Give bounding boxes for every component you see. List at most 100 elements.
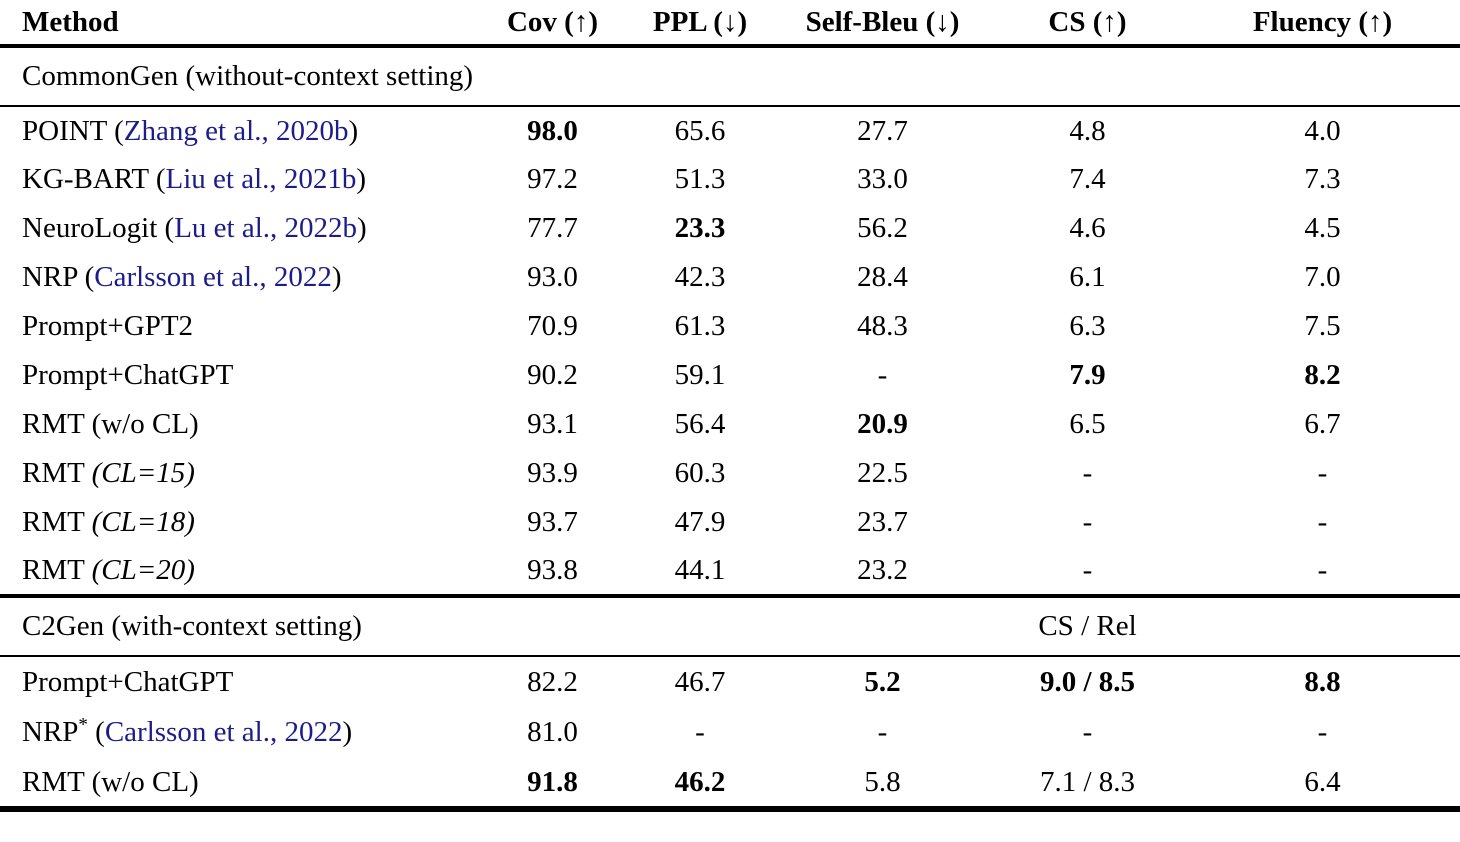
method-cell: Prompt+ChatGPT <box>0 351 480 400</box>
method-text: ) <box>356 163 367 195</box>
method-text: RMT <box>22 554 92 586</box>
value-cell: 27.7 <box>857 114 908 147</box>
method-text: (CL=15) <box>91 457 195 489</box>
value-cell: 90.2 <box>527 359 578 391</box>
value-cell: - <box>1082 506 1093 538</box>
value-cell: 59.1 <box>674 359 726 391</box>
citation-link[interactable]: Carlsson et al., 2022 <box>94 261 332 293</box>
value-cell: 4.8 <box>1069 114 1106 147</box>
method-cell: RMT (CL=20) <box>0 547 480 598</box>
table-header-row: Method Cov (↑) PPL (↓) Self-Bleu (↓) CS … <box>0 0 1460 48</box>
table-row: NRP (Carlsson et al., 2022) 93.0 42.3 28.4 6… <box>0 253 1460 302</box>
value-cell: 81.0 <box>527 716 578 748</box>
value-cell: 20.9 <box>857 408 908 440</box>
table-row: KG-BART (Liu et al., 2021b) 97.2 51.3 33.0 7… <box>0 155 1460 204</box>
value-cell: 6.3 <box>1069 310 1106 342</box>
method-text: ) <box>342 716 353 748</box>
value-cell: 93.9 <box>527 457 578 489</box>
method-text: Prompt+ChatGPT <box>22 665 234 698</box>
table-row: RMT (w/o CL) 91.8 46.2 5.8 7.1 / 8.3 6.4 <box>0 758 1460 812</box>
value-cell: 4.5 <box>1304 212 1341 244</box>
value-cell: 6.1 <box>1069 261 1106 293</box>
table-row: NeuroLogit (Lu et al., 2022b) 77.7 23.3 56.… <box>0 204 1460 253</box>
value-cell: 97.2 <box>527 163 578 195</box>
value-cell: 46.7 <box>674 665 726 698</box>
table-row: POINT (Zhang et al., 2020b) 98.0 65.6 27.7 4… <box>0 106 1460 155</box>
citation-link[interactable]: Liu et al., 2021b <box>165 163 357 195</box>
value-cell: - <box>1185 547 1460 598</box>
method-text: Prompt+ChatGPT <box>22 359 234 391</box>
citation-link[interactable]: Carlsson et al., 2022 <box>104 716 343 748</box>
section-header-row: CommonGen (without-context setting) <box>0 46 1460 107</box>
method-cell: KG-BART (Liu et al., 2021b) <box>0 155 480 204</box>
method-text: Prompt+GPT2 <box>22 310 194 342</box>
value-cell: 7.1 / 8.3 <box>990 758 1185 812</box>
method-cell: RMT (w/o CL) <box>0 758 480 812</box>
value-cell: 98.0 <box>527 114 578 147</box>
value-cell: 82.2 <box>527 665 578 698</box>
value-cell: 8.8 <box>1304 665 1341 698</box>
method-cell: Prompt+ChatGPT <box>0 656 480 707</box>
table-row: RMT (CL=15) 93.9 60.3 22.5 - - <box>0 449 1460 498</box>
section-header-row: C2Gen (with-context setting) CS / Rel <box>0 596 1460 657</box>
method-cell: NRP* (Carlsson et al., 2022) <box>0 707 480 758</box>
value-cell: 4.0 <box>1304 114 1341 147</box>
cs-rel-subheader: CS / Rel <box>990 596 1185 657</box>
value-cell: 23.2 <box>775 547 990 598</box>
value-cell: 70.9 <box>527 310 578 342</box>
citation-link[interactable]: Zhang et al., 2020b <box>123 114 349 147</box>
value-cell: 23.3 <box>674 212 726 244</box>
value-cell: 22.5 <box>857 457 908 489</box>
value-cell: 44.1 <box>625 547 775 598</box>
value-cell: 93.1 <box>527 408 578 440</box>
value-cell: 6.4 <box>1185 758 1460 812</box>
value-cell: 6.5 <box>1069 408 1106 440</box>
method-cell: POINT (Zhang et al., 2020b) <box>0 106 480 155</box>
value-cell: - <box>1317 716 1328 748</box>
value-cell: 65.6 <box>674 114 726 147</box>
value-cell: 91.8 <box>480 758 625 812</box>
value-cell: 7.5 <box>1304 310 1341 342</box>
method-cell: NRP (Carlsson et al., 2022) <box>0 253 480 302</box>
value-cell: - <box>877 716 888 748</box>
value-cell: 4.6 <box>1069 212 1106 244</box>
method-cell: RMT (CL=18) <box>0 498 480 547</box>
method-text: ) <box>348 114 359 147</box>
section-title: CommonGen (without-context setting) <box>0 46 990 107</box>
section-header-spacer <box>1185 46 1460 107</box>
citation-link[interactable]: Lu et al., 2022b <box>174 212 358 244</box>
column-header-ppl: PPL (↓) <box>625 0 775 48</box>
value-cell: 7.4 <box>1069 163 1106 195</box>
value-cell: 46.2 <box>625 758 775 812</box>
method-text: ) <box>331 261 342 293</box>
value-cell: 9.0 / 8.5 <box>1039 665 1136 698</box>
value-cell: 93.0 <box>527 261 578 293</box>
value-cell: 77.7 <box>527 212 578 244</box>
value-cell: 48.3 <box>857 310 908 342</box>
value-cell: 5.8 <box>775 758 990 812</box>
section-title: C2Gen (with-context setting) <box>0 596 990 657</box>
method-text: NRP ( <box>22 261 95 293</box>
method-text: RMT <box>22 506 92 538</box>
value-cell: 93.8 <box>480 547 625 598</box>
table-row: Prompt+GPT2 70.9 61.3 48.3 6.3 7.5 <box>0 302 1460 351</box>
method-text: POINT ( <box>22 114 124 147</box>
table-row: Prompt+ChatGPT 90.2 59.1 - 7.9 8.2 <box>0 351 1460 400</box>
value-cell: - <box>1082 457 1093 489</box>
cs-rel-subheader <box>990 46 1185 107</box>
column-header-self-bleu: Self-Bleu (↓) <box>775 0 990 48</box>
value-cell: 56.2 <box>857 212 908 244</box>
value-cell: 42.3 <box>674 261 726 293</box>
value-cell: 5.2 <box>864 665 901 698</box>
method-text: RMT (w/o CL) <box>22 408 199 440</box>
method-text: * <box>78 714 88 736</box>
value-cell: 8.2 <box>1304 359 1341 391</box>
section-header-spacer <box>1185 596 1460 657</box>
results-table: Method Cov (↑) PPL (↓) Self-Bleu (↓) CS … <box>0 0 1460 812</box>
value-cell: 93.7 <box>527 506 578 538</box>
column-header-cov: Cov (↑) <box>480 0 625 48</box>
table-row: NRP* (Carlsson et al., 2022) 81.0 - - - - <box>0 707 1460 758</box>
method-text: ( <box>87 716 105 748</box>
value-cell: 7.9 <box>1069 359 1106 391</box>
column-header-method: Method <box>0 0 480 48</box>
